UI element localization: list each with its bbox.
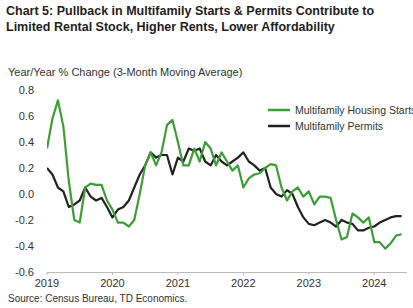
- y-tick-label: 0.4: [19, 136, 34, 148]
- x-tick: [308, 272, 309, 275]
- series-line: [47, 149, 402, 231]
- subtitle: Year/Year % Change (3-Month Moving Avera…: [8, 66, 242, 78]
- x-tick: [374, 272, 375, 275]
- x-tick-label: 2021: [166, 277, 190, 289]
- y-tick-label: -0.4: [15, 240, 34, 252]
- x-tick-label: 2020: [100, 277, 124, 289]
- plot-area: [47, 100, 402, 248]
- x-axis-line: [47, 272, 407, 273]
- series-line: [47, 100, 402, 248]
- title: Chart 5: Pullback in Multifamily Starts …: [6, 3, 408, 35]
- y-tick-label: 0.2: [19, 162, 34, 174]
- y-tick-label: 0.6: [19, 110, 34, 122]
- legend-label: Multifamily Permits: [295, 120, 383, 132]
- x-tick-label: 2024: [362, 277, 386, 289]
- legend-swatch: [268, 125, 290, 128]
- source: Source: Census Bureau, TD Economics.: [8, 293, 187, 304]
- y-tick-label: -0.2: [15, 214, 34, 226]
- y-tick-label: -0.6: [15, 266, 34, 278]
- x-tick: [243, 272, 244, 275]
- legend-swatch: [268, 109, 290, 112]
- x-tick-label: 2023: [297, 277, 321, 289]
- x-tick: [47, 272, 48, 275]
- x-tick: [112, 272, 113, 275]
- legend-label: Multifamily Housing Starts: [295, 104, 413, 116]
- y-tick-label: 0.8: [19, 84, 34, 96]
- x-tick: [177, 272, 178, 275]
- y-tick-label: 0.0: [19, 188, 34, 200]
- x-tick-label: 2019: [35, 277, 59, 289]
- x-tick-label: 2022: [231, 277, 255, 289]
